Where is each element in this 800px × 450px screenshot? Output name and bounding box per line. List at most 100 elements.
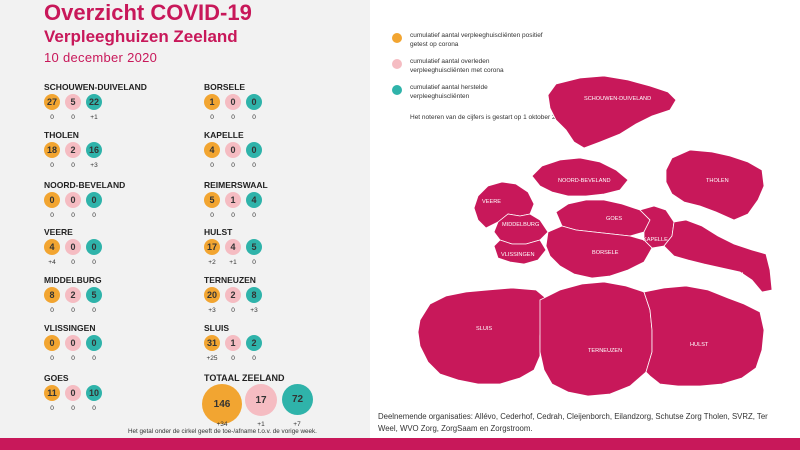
recovered-circle: 2 <box>246 335 262 351</box>
positive-delta: 0 <box>50 355 54 362</box>
deceased-delta: 0 <box>71 307 75 314</box>
map-vlissingen <box>493 239 547 265</box>
deceased-circle: 1 <box>225 192 241 208</box>
deceased-circle: 1 <box>225 335 241 351</box>
deceased-circle: 0 <box>65 192 81 208</box>
deceased-circle: 2 <box>225 287 241 303</box>
map-terneuzen <box>539 281 653 397</box>
map-label-veere: VEERE <box>482 199 501 205</box>
deceased-circle: 0 <box>65 335 81 351</box>
positive-circle: 8 <box>44 287 60 303</box>
map-label-goes: GOES <box>606 216 622 222</box>
region-tholen: THOLEN 18 0 2 0 16 +3 <box>44 130 194 176</box>
recovered-delta: 0 <box>252 114 256 121</box>
totaal-deceased-circle: 17 <box>245 384 277 416</box>
region-name: KAPELLE <box>204 130 244 140</box>
deceased-delta: 0 <box>71 259 75 266</box>
deceased-delta: 0 <box>231 212 235 219</box>
region-name: REIMERSWAAL <box>204 180 268 190</box>
page-subtitle: Verpleeghuizen Zeeland <box>44 27 238 46</box>
positive-delta: 0 <box>210 162 214 169</box>
deceased-circle: 0 <box>225 94 241 110</box>
region-name: HULST <box>204 227 233 237</box>
legend-recovered-dot <box>392 85 402 95</box>
deceased-delta: +1 <box>229 259 237 266</box>
deceased-delta: 0 <box>71 405 75 412</box>
region-name: VLISSINGEN <box>44 323 96 333</box>
region-terneuzen: TERNEUZEN 20 +3 2 0 8 +3 <box>204 275 354 321</box>
region-noord-beveland: NOORD-BEVELAND 0 0 0 0 0 0 <box>44 180 194 226</box>
region-name: SLUIS <box>204 323 230 333</box>
region-name: VEERE <box>44 227 73 237</box>
map-reimerswaal <box>663 219 773 293</box>
positive-delta: +4 <box>48 259 56 266</box>
totaal-title: TOTAAL ZEELAND <box>204 373 285 383</box>
positive-delta: 0 <box>210 212 214 219</box>
region-goes: GOES 11 0 0 0 10 0 <box>44 373 194 419</box>
positive-circle: 4 <box>44 239 60 255</box>
positive-delta: 0 <box>50 405 54 412</box>
legend-deceased-dot <box>392 59 402 69</box>
map-label-tholen: THOLEN <box>706 178 729 184</box>
recovered-delta: 0 <box>92 307 96 314</box>
deceased-delta: 0 <box>231 355 235 362</box>
totaal-recovered-delta: +7 <box>293 421 301 428</box>
deceased-delta: 0 <box>231 307 235 314</box>
positive-delta: 0 <box>50 162 54 169</box>
region-name: MIDDELBURG <box>44 275 102 285</box>
recovered-delta: 0 <box>92 405 96 412</box>
recovered-delta: 0 <box>92 259 96 266</box>
map-label-reimerswaal: REIMERSWAAL <box>704 272 745 278</box>
recovered-circle: 5 <box>246 239 262 255</box>
map-borsele <box>545 225 653 279</box>
region-borsele: BORSELE 1 0 0 0 0 0 <box>204 82 354 128</box>
positive-circle: 0 <box>44 192 60 208</box>
deceased-delta: 0 <box>231 162 235 169</box>
map-tholen <box>665 149 765 221</box>
positive-circle: 17 <box>204 239 220 255</box>
map-label-terneuzen: TERNEUZEN <box>588 348 622 354</box>
map-label-hulst: HULST <box>690 342 709 348</box>
positive-delta: +3 <box>208 307 216 314</box>
positive-delta: 0 <box>50 307 54 314</box>
recovered-circle: 22 <box>86 94 102 110</box>
deceased-delta: 0 <box>71 355 75 362</box>
positive-circle: 31 <box>204 335 220 351</box>
positive-circle: 11 <box>44 385 60 401</box>
deceased-circle: 5 <box>65 94 81 110</box>
region-name: BORSELE <box>204 82 246 92</box>
recovered-delta: +3 <box>250 307 258 314</box>
map-label-kapelle: KAPELLE <box>643 237 668 243</box>
recovered-circle: 16 <box>86 142 102 158</box>
totaal-positive-delta: +34 <box>216 421 228 428</box>
region-sluis: SLUIS 31 +25 1 0 2 0 <box>204 323 354 369</box>
legend-positive-text: cumulatief aantal verpleeghuiscliënten p… <box>410 32 543 48</box>
positive-delta: +2 <box>208 259 216 266</box>
region-veere: VEERE 4 +4 0 0 0 0 <box>44 227 194 273</box>
recovered-delta: 0 <box>252 162 256 169</box>
recovered-delta: 0 <box>252 259 256 266</box>
positive-delta: 0 <box>210 114 214 121</box>
deceased-circle: 2 <box>65 142 81 158</box>
recovered-circle: 5 <box>86 287 102 303</box>
positive-delta: 0 <box>50 212 54 219</box>
positive-circle: 18 <box>44 142 60 158</box>
recovered-circle: 0 <box>246 142 262 158</box>
deceased-circle: 2 <box>65 287 81 303</box>
recovered-delta: 0 <box>252 212 256 219</box>
map-label-vlissingen: VLISSINGEN <box>501 252 535 258</box>
recovered-circle: 0 <box>86 192 102 208</box>
map-sluis <box>417 287 549 385</box>
totaal-deceased-delta: +1 <box>257 421 265 428</box>
legend-deceased-text: cumulatief aantal overleden verpleeghuis… <box>410 58 504 74</box>
region-kapelle: KAPELLE 4 0 0 0 0 0 <box>204 130 354 176</box>
stats-panel <box>0 0 370 438</box>
deceased-circle: 0 <box>65 385 81 401</box>
map-label-noord-beveland: NOORD-BEVELAND <box>558 178 611 184</box>
deceased-delta: 0 <box>71 212 75 219</box>
recovered-circle: 0 <box>86 335 102 351</box>
deceased-delta: 0 <box>71 162 75 169</box>
map-label-borsele: BORSELE <box>592 250 619 256</box>
recovered-delta: +3 <box>90 162 98 169</box>
